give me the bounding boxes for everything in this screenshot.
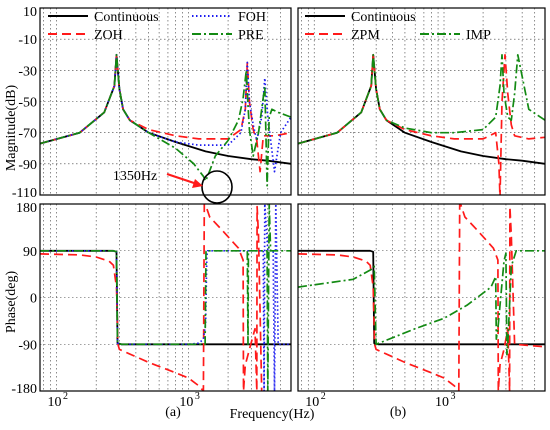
magnitude-axis-label: Magnitude(dB) [4, 85, 19, 172]
series-continuous-line [298, 53, 545, 165]
panel-label-a: (a) [165, 405, 181, 420]
legend-layer: Continuous FOH ZOH PRE Continuous ZPM IMP [48, 10, 491, 43]
y-tick-label: -90 [18, 158, 37, 173]
series-continuous-line [40, 53, 291, 165]
x-tick-exponent: 3 [451, 391, 456, 402]
series-pre-line [40, 53, 291, 187]
y-tick-label: -10 [18, 33, 37, 48]
legend-label-pre: PRE [238, 28, 264, 43]
y-tick-label: -180 [11, 382, 37, 397]
annotation-arrow-head [192, 179, 203, 188]
x-tick-exponent: 2 [63, 391, 68, 402]
x-tick-exponent: 2 [321, 391, 326, 402]
series-continuous-line [298, 249, 545, 346]
legend-label-zpm: ZPM [351, 28, 380, 43]
panel-label-b: (b) [390, 405, 407, 420]
phase-axis-label: Phase(deg) [4, 271, 19, 334]
frames-layer [39, 7, 546, 392]
annotation-label: 1350Hz [113, 169, 157, 184]
series-imp-line [298, 249, 545, 356]
series-zpm-line [298, 53, 545, 195]
series-imp-line [298, 53, 545, 145]
legend-label-continuous: Continuous [351, 10, 416, 25]
y-tick-label: 10 [23, 5, 37, 20]
series-layer [40, 53, 545, 391]
y-tick-label: -50 [18, 96, 37, 111]
y-tick-label: -30 [18, 64, 37, 79]
x-tick-label: 10 [47, 395, 61, 410]
highlight-ellipse [201, 170, 233, 204]
series-pre-line [40, 204, 291, 391]
x-tick-label: 10 [305, 395, 319, 410]
legend-label-zoh: ZOH [94, 28, 123, 43]
legend-label-imp: IMP [466, 28, 491, 43]
x-tick-label: 10 [435, 395, 449, 410]
frequency-axis-label: Frequency(Hz) [230, 407, 315, 422]
annotation-arrow [166, 172, 198, 186]
plot-frame [297, 7, 546, 196]
y-tick-label: 180 [16, 201, 37, 216]
legend-label-foh: FOH [238, 10, 266, 25]
y-tick-label: -90 [18, 338, 37, 353]
plot-frame [39, 203, 292, 392]
x-tick-exponent: 3 [195, 391, 200, 402]
plot-frame [297, 203, 546, 392]
x-tick-label: 10 [179, 395, 193, 410]
y-tick-label: 90 [23, 245, 37, 260]
y-tick-label: 0 [30, 292, 37, 307]
plot-frame [39, 7, 292, 196]
series-foh-line [40, 53, 291, 173]
y-tick-label: -70 [18, 127, 37, 142]
series-zoh-line [40, 53, 291, 173]
y-tick-label: -110 [12, 186, 37, 201]
legend-label-continuous: Continuous [94, 10, 159, 25]
